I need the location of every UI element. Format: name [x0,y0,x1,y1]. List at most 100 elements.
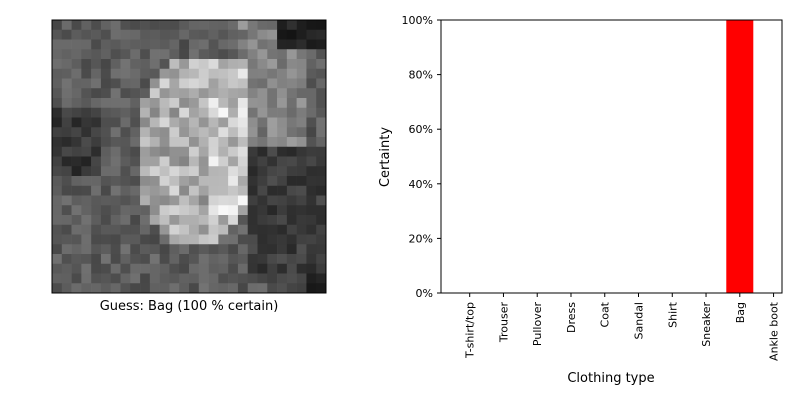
image-pixel [218,146,229,157]
image-pixel [257,127,268,138]
image-caption: Guess: Bag (100 % certain) [100,299,279,314]
image-pixel [257,254,268,265]
image-pixel [61,254,72,265]
image-pixel [247,156,258,167]
image-pixel [237,68,249,79]
image-pixel [169,107,180,118]
image-pixel [267,59,278,70]
image-pixel [316,215,327,226]
image-pixel [61,107,72,118]
y-axis: 0% 20% 40% 60% 80% 100% [402,14,441,300]
image-pixel [306,263,317,274]
image-pixel [286,185,297,196]
image-pixel [61,39,72,50]
image-pixel [208,107,219,118]
image-pixel [277,224,288,235]
image-pixel [61,244,72,255]
image-pixel [306,224,317,235]
image-pixel [91,117,102,128]
image-pixel [169,224,180,235]
image-pixel [247,283,258,294]
image-pixel [169,273,180,284]
x-tick-label: Ankle boot [768,301,781,361]
image-pixel [149,29,160,40]
y-tick-label: 20% [409,232,433,245]
image-pixel [286,59,297,70]
image-pixel [120,98,131,109]
image-pixel [316,98,327,109]
image-pixel [237,224,249,235]
image-pixel [91,127,102,138]
image-pixel [189,88,200,99]
image-pixel [296,234,307,245]
image-pixel [169,195,180,206]
image-pixel [277,273,288,284]
image-pixel [52,117,63,128]
image-pixel [179,98,190,109]
image-pixel [91,283,102,294]
image-pixel [228,215,239,226]
image-pixel [71,195,82,206]
image-pixel [71,156,82,167]
image-pixel [149,98,160,109]
image-pixel [247,273,258,284]
image-pixel [140,205,151,216]
image-pixel [149,205,160,216]
image-pixel [296,156,307,167]
y-tick-label: 80% [409,69,433,82]
image-pixel [169,185,180,196]
image-pixel [100,283,112,294]
image-pixel [257,20,268,31]
image-pixel [52,166,63,177]
image-pixel [120,263,131,274]
grayscale-image [52,20,327,294]
image-pixel [100,185,112,196]
image-pixel [120,127,131,138]
image-pixel [257,88,268,99]
image-pixel [218,195,229,206]
image-pixel [218,205,229,216]
image-pixel [100,29,112,40]
image-pixel [71,59,82,70]
image-pixel [130,254,141,265]
image-pixel [52,98,63,109]
image-pixel [120,224,131,235]
image-pixel [306,78,317,89]
image-pixel [81,156,92,167]
image-pixel [159,166,170,177]
image-pixel [189,283,200,294]
image-pixel [61,20,72,31]
image-pixel [110,273,121,284]
image-pixel [228,273,239,284]
image-pixel [257,156,268,167]
image-pixel [218,29,229,40]
image-pixel [228,78,239,89]
image-pixel [228,185,239,196]
image-pixel [237,234,249,245]
image-pixel [71,224,82,235]
image-pixel [81,244,92,255]
image-pixel [71,39,82,50]
image-pixel [316,195,327,206]
image-pixel [159,244,170,255]
image-pixel [189,185,200,196]
image-pixel [237,107,249,118]
image-pixel [52,244,63,255]
image-pixel [277,49,288,60]
image-pixel [179,205,190,216]
image-pixel [110,254,121,265]
image-pixel [149,273,160,284]
image-pixel [100,88,112,99]
image-pixel [61,166,72,177]
image-pixel [316,176,327,187]
image-pixel [61,273,72,284]
image-pixel [120,68,131,79]
image-pixel [130,39,141,50]
image-pixel [218,176,229,187]
image-pixel [198,39,209,50]
image-pixel [120,234,131,245]
image-pixel [286,20,297,31]
image-pixel [237,273,249,284]
image-pixel [247,68,258,79]
image-pixel [208,49,219,60]
